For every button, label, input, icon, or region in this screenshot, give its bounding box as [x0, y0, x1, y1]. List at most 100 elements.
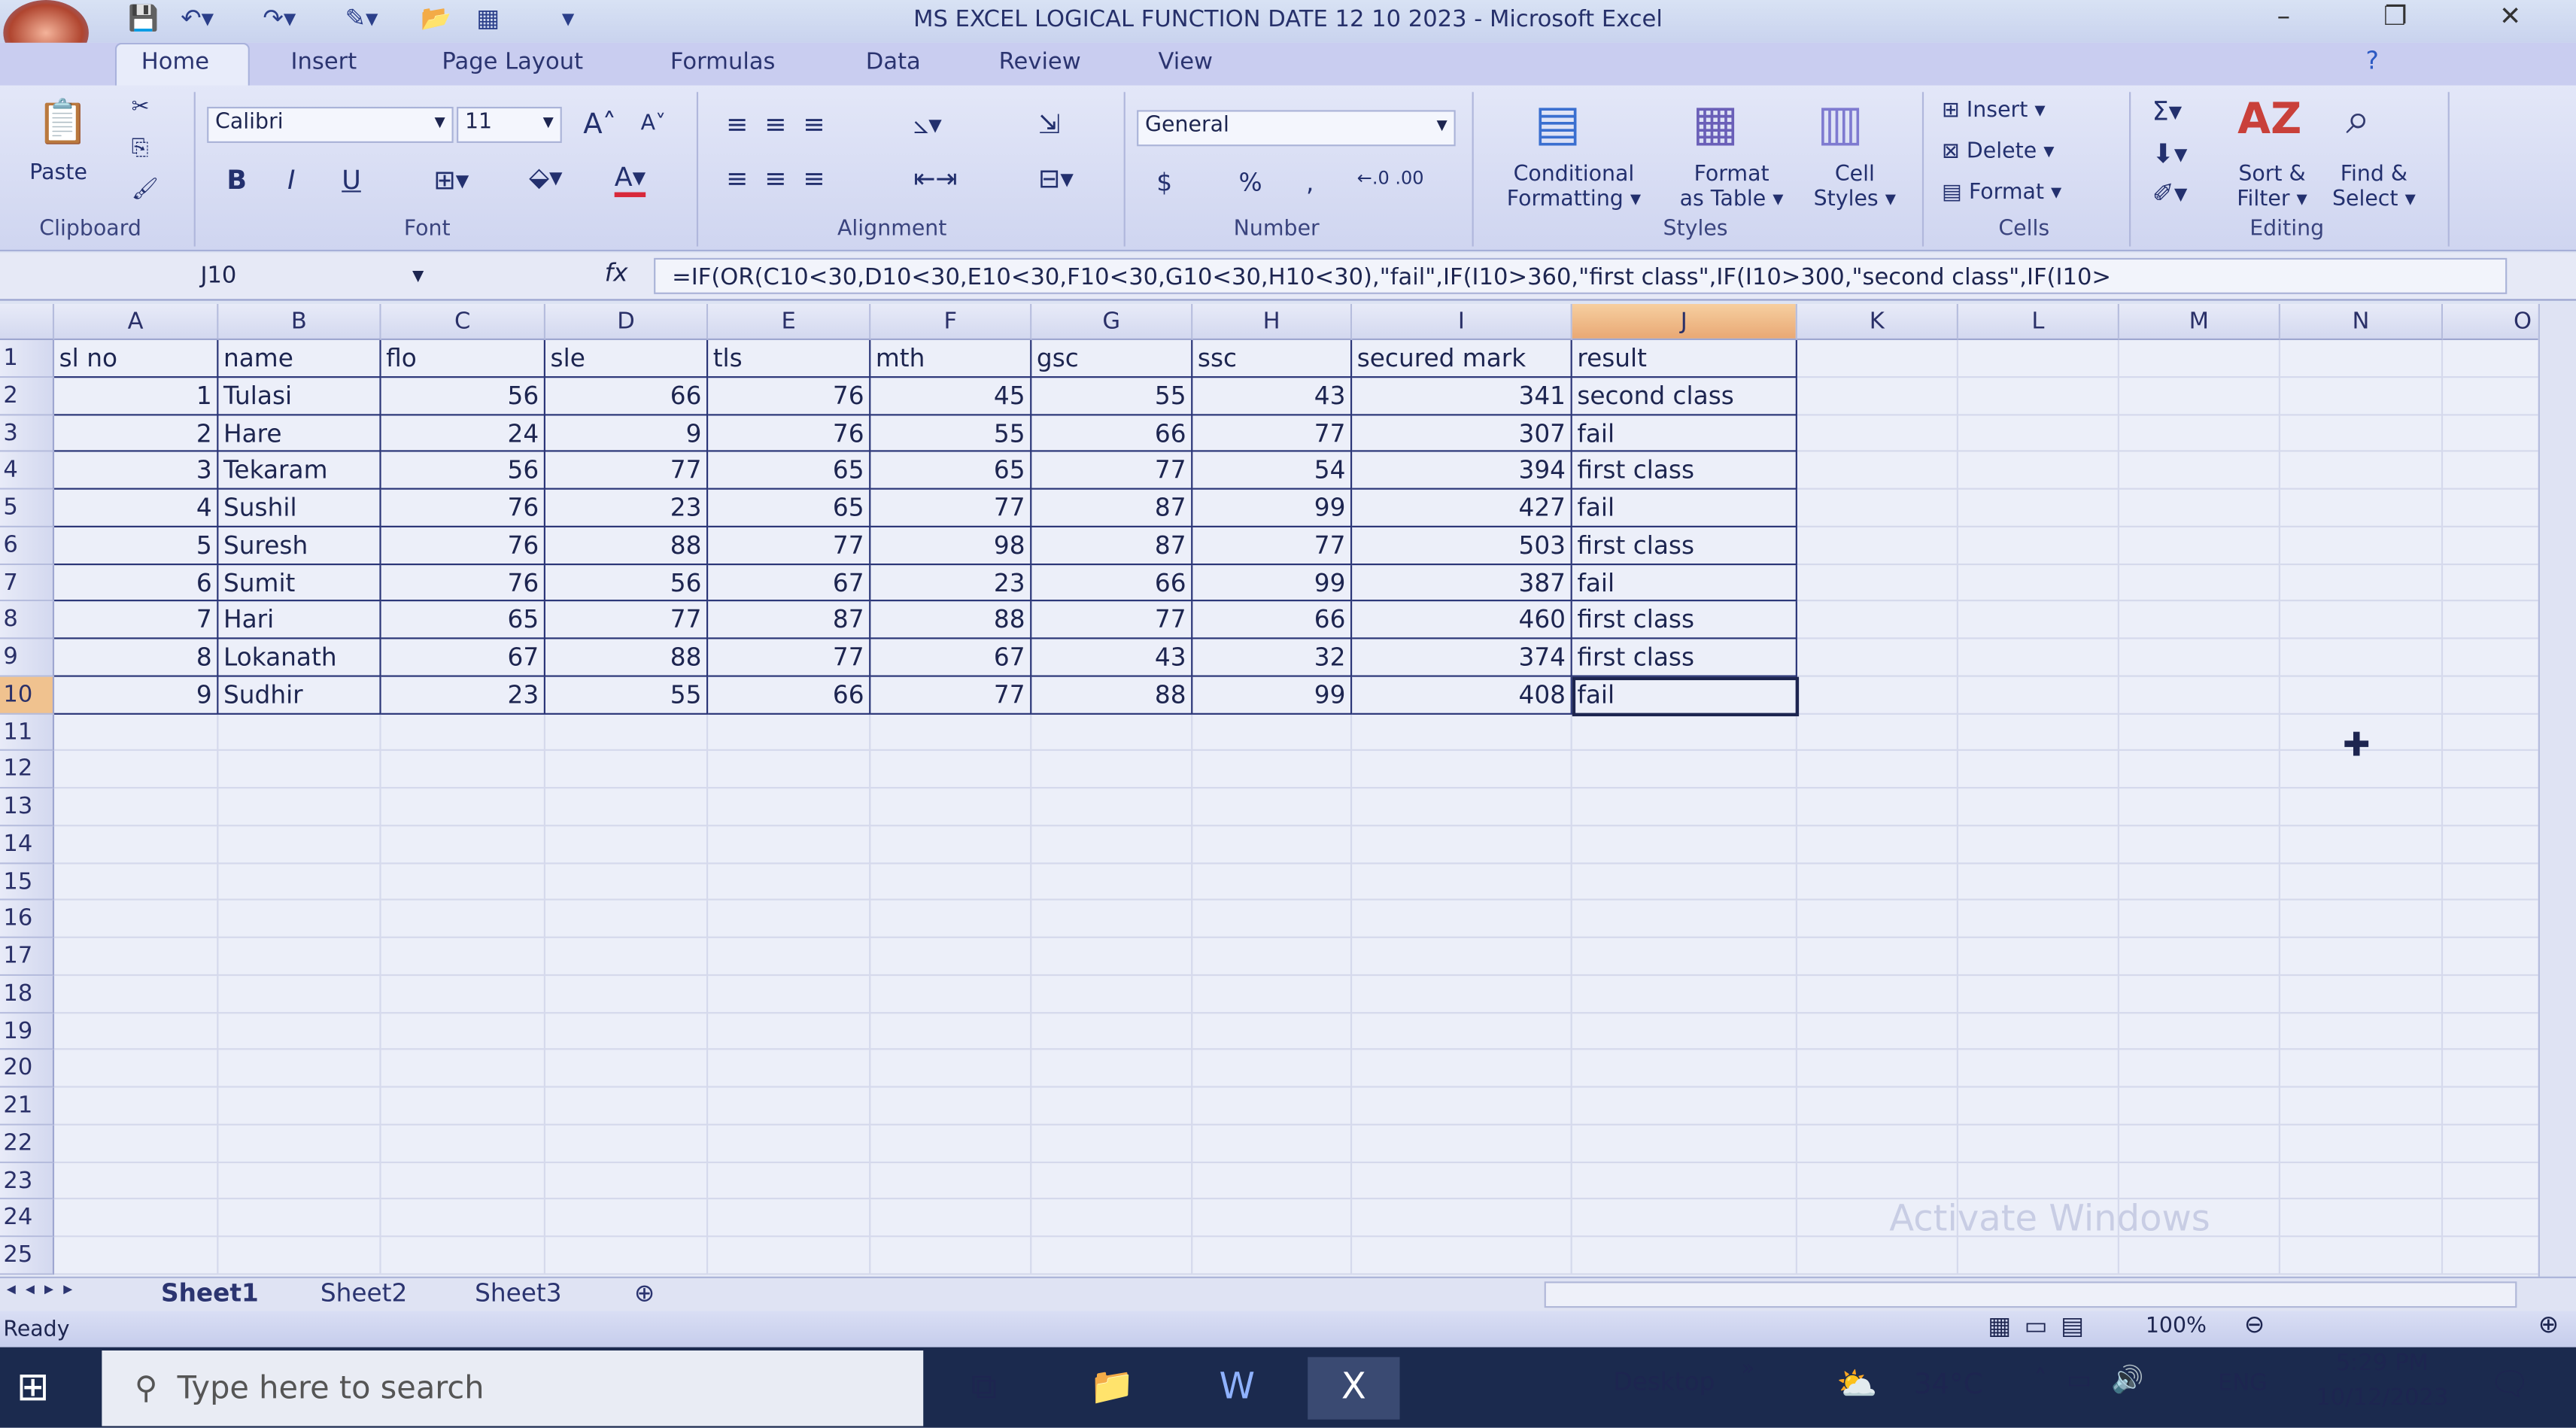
comma-button[interactable]: ,	[1306, 167, 1314, 198]
row-header-13[interactable]: 13	[0, 788, 55, 827]
cell-N20[interactable]	[2280, 1050, 2444, 1088]
cell-D22[interactable]	[545, 1125, 709, 1163]
file-explorer-icon[interactable]: 📁	[1089, 1366, 1135, 1408]
cell-L25[interactable]	[1958, 1237, 2119, 1275]
cell-D11[interactable]	[545, 714, 709, 752]
cell-E25[interactable]	[708, 1237, 871, 1275]
cell-M17[interactable]	[2119, 938, 2280, 976]
cell-M21[interactable]	[2119, 1087, 2280, 1126]
cell-N10[interactable]	[2280, 676, 2444, 714]
tab-home[interactable]: Home	[141, 49, 210, 76]
cell-I8[interactable]: 460	[1352, 601, 1572, 640]
cell-O2[interactable]	[2443, 378, 2538, 415]
cell-G12[interactable]	[1031, 751, 1193, 789]
select-all-button[interactable]	[0, 303, 55, 341]
cell-H17[interactable]	[1192, 938, 1353, 976]
cell-N12[interactable]	[2280, 751, 2444, 789]
cell-E13[interactable]	[708, 788, 871, 827]
cell-O10[interactable]	[2443, 676, 2538, 714]
cell-K11[interactable]	[1797, 714, 1958, 752]
column-header-D[interactable]: D	[545, 303, 709, 341]
cell-A6[interactable]: 5	[54, 527, 219, 565]
cell-N8[interactable]	[2280, 601, 2444, 640]
cell-K24[interactable]	[1797, 1200, 1958, 1238]
cell-B21[interactable]	[218, 1087, 381, 1126]
cell-G24[interactable]	[1031, 1200, 1193, 1238]
cell-O21[interactable]	[2443, 1088, 2538, 1126]
row-header-2[interactable]: 2	[0, 377, 55, 415]
help-icon[interactable]: ?	[2365, 46, 2379, 76]
cell-L23[interactable]	[1958, 1162, 2119, 1201]
row-header-22[interactable]: 22	[0, 1125, 55, 1163]
cell-J4[interactable]: first class	[1572, 452, 1797, 490]
cell-H21[interactable]	[1192, 1087, 1353, 1126]
insert-function-button[interactable]: fx	[604, 257, 628, 288]
cell-O19[interactable]	[2443, 1013, 2538, 1051]
sort-filter-button[interactable]: Sort & Filter ▾	[2237, 163, 2307, 212]
cell-C1[interactable]: flo	[381, 340, 545, 378]
tab-formulas[interactable]: Formulas	[670, 49, 776, 76]
cell-H9[interactable]: 32	[1192, 639, 1353, 677]
insert-sheet-icon[interactable]: ⊕	[633, 1278, 655, 1308]
cell-B11[interactable]	[218, 714, 381, 752]
cell-N23[interactable]	[2280, 1162, 2444, 1201]
row-header-25[interactable]: 25	[0, 1237, 55, 1275]
row-header-6[interactable]: 6	[0, 527, 55, 565]
cell-C8[interactable]: 65	[381, 601, 545, 640]
cell-E17[interactable]	[708, 938, 871, 976]
cell-H8[interactable]: 66	[1192, 601, 1353, 640]
cell-A1[interactable]: sl no	[54, 340, 219, 378]
find-select-icon[interactable]: ⌕	[2346, 95, 2371, 145]
cell-O7[interactable]	[2443, 564, 2538, 602]
cell-F8[interactable]: 88	[870, 601, 1032, 640]
cell-A16[interactable]	[54, 901, 219, 939]
cell-N19[interactable]	[2280, 1013, 2444, 1051]
cell-C11[interactable]	[381, 714, 545, 752]
cell-J17[interactable]	[1572, 938, 1797, 976]
cell-J13[interactable]	[1572, 788, 1797, 827]
wrap-text-icon[interactable]: ⇲	[1038, 108, 1061, 140]
cell-I18[interactable]	[1352, 975, 1572, 1013]
cell-K21[interactable]	[1797, 1087, 1958, 1126]
cell-O16[interactable]	[2443, 901, 2538, 939]
cell-H4[interactable]: 54	[1192, 452, 1353, 490]
cell-L13[interactable]	[1958, 788, 2119, 827]
print-preview-icon[interactable]: ▦	[476, 3, 500, 33]
cell-N18[interactable]	[2280, 975, 2444, 1013]
cell-K17[interactable]	[1797, 938, 1958, 976]
row-header-18[interactable]: 18	[0, 975, 55, 1013]
cell-F19[interactable]	[870, 1013, 1032, 1051]
cell-G15[interactable]	[1031, 863, 1193, 901]
cell-L17[interactable]	[1958, 938, 2119, 976]
cell-C4[interactable]: 56	[381, 452, 545, 490]
grow-font-icon[interactable]: A˄	[583, 108, 617, 141]
column-header-F[interactable]: F	[870, 303, 1032, 341]
cell-O15[interactable]	[2443, 864, 2538, 901]
cell-B19[interactable]	[218, 1013, 381, 1051]
cell-B15[interactable]	[218, 863, 381, 901]
cell-D5[interactable]: 23	[545, 489, 709, 527]
paste-button[interactable]: Paste	[29, 160, 87, 186]
cell-C21[interactable]	[381, 1087, 545, 1126]
cell-I14[interactable]	[1352, 826, 1572, 864]
cell-G19[interactable]	[1031, 1013, 1193, 1051]
cell-J5[interactable]: fail	[1572, 489, 1797, 527]
cell-I11[interactable]	[1352, 714, 1572, 752]
tab-data[interactable]: Data	[865, 49, 921, 76]
cell-K10[interactable]	[1797, 676, 1958, 714]
cell-A24[interactable]	[54, 1200, 219, 1238]
cell-O1[interactable]	[2443, 340, 2538, 378]
cell-D1[interactable]: sle	[545, 340, 709, 378]
cell-C13[interactable]	[381, 788, 545, 827]
cell-C6[interactable]: 76	[381, 527, 545, 565]
notifications-icon[interactable]: 🗨	[2489, 1363, 2531, 1403]
cell-C9[interactable]: 67	[381, 639, 545, 677]
cell-K13[interactable]	[1797, 788, 1958, 827]
cell-A21[interactable]	[54, 1087, 219, 1126]
cell-N21[interactable]	[2280, 1087, 2444, 1126]
row-header-17[interactable]: 17	[0, 938, 55, 976]
cell-M6[interactable]	[2119, 527, 2280, 565]
cell-E4[interactable]: 65	[708, 452, 871, 490]
cell-M14[interactable]	[2119, 826, 2280, 864]
cell-J25[interactable]	[1572, 1237, 1797, 1275]
